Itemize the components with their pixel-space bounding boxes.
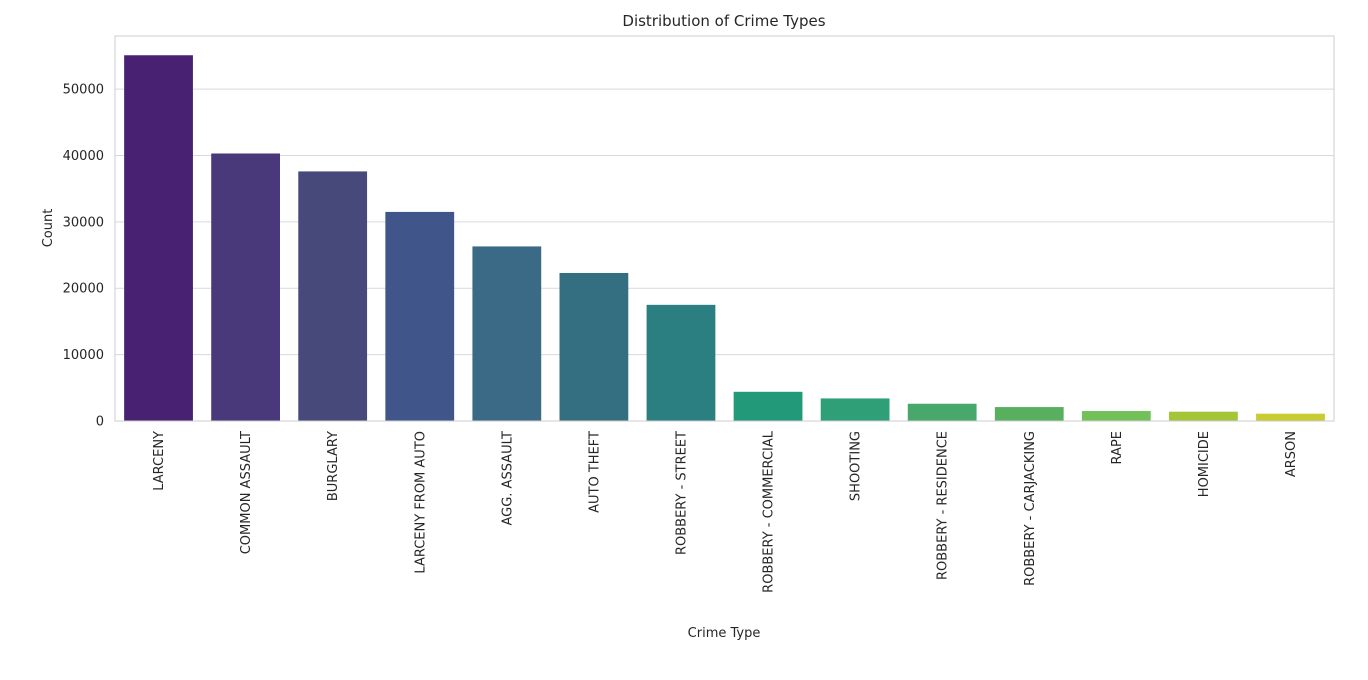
- bar-larceny-from-auto: [385, 211, 455, 421]
- x-tick-label: COMMON ASSAULT: [239, 431, 254, 554]
- x-tick-label: ROBBERY - STREET: [674, 431, 689, 555]
- bar-agg-assault: [472, 246, 542, 421]
- x-tick-label: AGG. ASSAULT: [500, 431, 515, 526]
- bar-arson: [1256, 413, 1325, 421]
- y-tick-label: 0: [96, 415, 104, 430]
- x-tick-label: ROBBERY - RESIDENCE: [936, 431, 951, 580]
- x-tick-label: HOMICIDE: [1197, 431, 1212, 497]
- bar-robbery-carjacking: [994, 407, 1064, 421]
- x-tick-label: LARCENY FROM AUTO: [413, 431, 428, 574]
- bar-robbery-residence: [907, 403, 977, 421]
- chart-title: Distribution of Crime Types: [622, 12, 825, 30]
- x-tick-label: ARSON: [1284, 431, 1299, 477]
- bar-homicide: [1168, 411, 1238, 421]
- y-tick-label: 30000: [63, 215, 104, 230]
- y-tick-labels: 0 10000 20000 30000 40000 50000: [63, 83, 104, 430]
- bar-common-assault: [211, 153, 281, 421]
- x-tick-label: AUTO THEFT: [587, 431, 602, 513]
- x-tick-label: SHOOTING: [849, 431, 864, 501]
- grid-lines: [115, 88, 1334, 422]
- x-tick-label: RAPE: [1110, 431, 1125, 464]
- bar-rape: [1081, 411, 1151, 421]
- x-tick-labels: LARCENY COMMON ASSAULT BURGLARY LARCENY FRO…: [152, 430, 1299, 593]
- x-tick-label: ROBBERY - CARJACKING: [1023, 431, 1038, 586]
- bar-robbery-commercial: [733, 391, 803, 421]
- bar-shooting: [820, 398, 890, 421]
- bar-burglary: [298, 171, 368, 421]
- x-tick-label: BURGLARY: [326, 431, 341, 501]
- x-tick-label: ROBBERY - COMMERCIAL: [762, 430, 777, 593]
- y-tick-label: 40000: [63, 149, 104, 164]
- bars: [124, 55, 1325, 421]
- y-tick-label: 20000: [63, 282, 104, 297]
- bar-robbery-street: [646, 304, 716, 421]
- x-axis-label: Crime Type: [688, 626, 761, 641]
- y-tick-label: 10000: [63, 348, 104, 363]
- bar-larceny: [124, 55, 193, 421]
- y-tick-label: 50000: [63, 83, 104, 98]
- x-tick-label: LARCENY: [152, 431, 167, 491]
- plot-frame: [114, 35, 1335, 422]
- y-axis-label: Count: [41, 209, 56, 248]
- bar-auto-theft: [559, 272, 629, 421]
